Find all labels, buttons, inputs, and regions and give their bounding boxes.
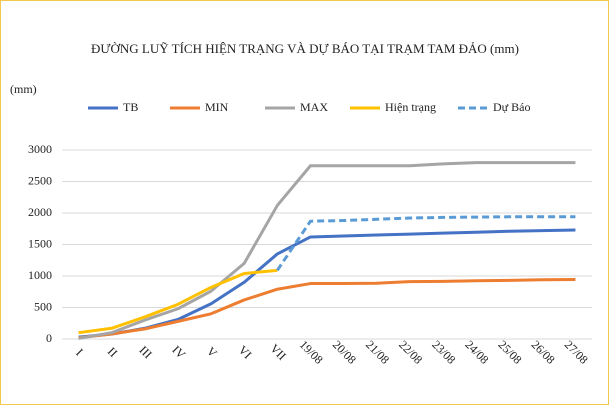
series-line — [78, 268, 278, 335]
y-tick-label: 1000 — [28, 268, 52, 282]
y-tick-label: 500 — [34, 299, 52, 313]
y-tick-label: 1500 — [28, 236, 52, 250]
y-tick-label: 2500 — [28, 173, 52, 187]
x-tick-label: 25/08 — [495, 337, 524, 366]
series-line — [78, 161, 576, 340]
legend-label: Hiện trạng — [385, 100, 436, 114]
x-tick-label: 20/08 — [330, 337, 359, 366]
x-tick-label: 21/08 — [363, 337, 392, 366]
x-tick-label: III — [137, 343, 155, 361]
x-tick-label: VII — [267, 341, 289, 363]
x-tick-label: VI — [236, 343, 255, 362]
y-tick-label: 3000 — [28, 142, 52, 156]
legend-label: Dự Báo — [493, 100, 531, 114]
y-axis-label: (mm) — [10, 82, 37, 96]
legend-label: MIN — [205, 100, 229, 114]
x-tick-label: 19/08 — [297, 337, 326, 366]
x-tick-label: IV — [169, 343, 188, 362]
chart-title: ĐƯỜNG LUỸ TÍCH HIỆN TRẠNG VÀ DỰ BÁO TẠI … — [91, 41, 519, 56]
x-tick-label: 24/08 — [462, 337, 491, 366]
y-tick-label: 0 — [46, 331, 52, 345]
x-tick-label: 22/08 — [396, 337, 425, 366]
x-tick-label: V — [204, 344, 220, 360]
y-tick-label: 2000 — [28, 205, 52, 219]
legend-label: MAX — [300, 100, 328, 114]
x-tick-label: 27/08 — [562, 337, 591, 366]
series-line — [276, 215, 576, 272]
series-line — [78, 277, 576, 340]
x-tick-label: 23/08 — [429, 337, 458, 366]
x-tick-label: II — [105, 344, 121, 360]
x-tick-label: I — [73, 346, 86, 359]
legend-label: TB — [123, 100, 138, 114]
x-tick-label: 26/08 — [529, 337, 558, 366]
